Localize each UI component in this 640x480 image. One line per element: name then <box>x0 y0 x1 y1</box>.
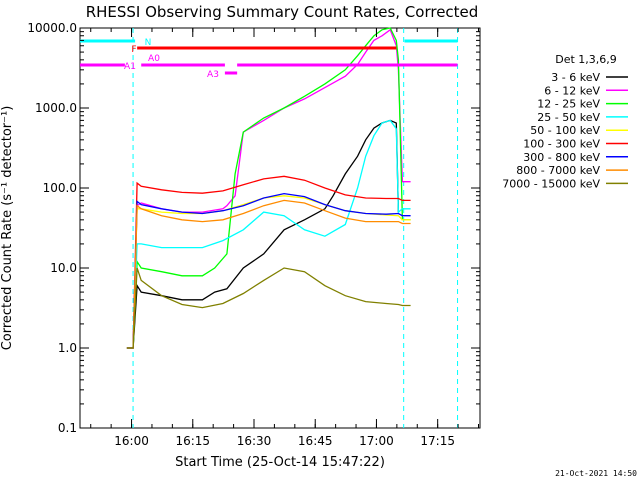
attenuator-label-0: N <box>145 38 152 48</box>
y-tick-label-0: 10000.0 <box>27 21 77 35</box>
chart-title: RHESSI Observing Summary Count Rates, Co… <box>86 3 479 21</box>
legend-label-2: 12 - 25 keV <box>537 98 600 111</box>
x-axis: 16:00 16:15 16:30 16:45 17:00 17:15 <box>90 28 479 448</box>
attenuator-label-1: F <box>131 45 136 55</box>
attenuator-label-3: A1 <box>124 62 136 72</box>
attenuator-bar-0-1 <box>404 39 458 43</box>
series-lines <box>126 27 411 349</box>
legend-label-4: 50 - 100 keV <box>530 124 600 137</box>
attenuator-label-2: A0 <box>148 54 160 64</box>
x-axis-label: Start Time (25-Oct-14 15:47:22) <box>175 455 385 470</box>
x-tick-label-5: 17:15 <box>420 434 455 448</box>
legend-label-6: 300 - 800 keV <box>523 151 600 164</box>
attenuator-bar-3-2 <box>237 63 458 67</box>
attenuator-bar-1-0 <box>137 46 397 50</box>
attenuator-bar-4-0 <box>224 71 238 75</box>
legend-label-3: 25 - 50 keV <box>537 111 600 124</box>
legend-label-7: 800 - 7000 keV <box>516 164 600 177</box>
attenuator-bar-3-0 <box>80 63 125 67</box>
attenuator-bars: NF A0 A1 A3 <box>80 38 458 80</box>
y-tick-label-4: 1.0 <box>58 341 77 355</box>
y-tick-label-3: 10.0 <box>50 261 77 275</box>
attenuator-bar-0-0 <box>80 39 136 43</box>
x-tick-label-1: 16:15 <box>175 434 210 448</box>
series-line-8 <box>126 267 411 349</box>
y-tick-label-1: 1000.0 <box>35 101 77 115</box>
plot-frame <box>79 27 481 429</box>
x-tick-label-2: 16:30 <box>237 434 272 448</box>
series-line-0 <box>126 119 400 349</box>
legend-label-0: 3 - 6 keV <box>551 71 600 84</box>
y-tick-label-2: 100.0 <box>43 181 77 195</box>
legend-label-8: 7000 - 15000 keV <box>502 177 600 190</box>
series-line-5 <box>126 175 411 349</box>
series-line-7 <box>126 199 411 349</box>
y-axis: 10000.0 1000.0 100.0 10.0 1.0 0.1 <box>27 21 480 435</box>
x-tick-label-0: 16:00 <box>114 434 149 448</box>
legend-label-5: 100 - 300 keV <box>523 138 600 151</box>
y-tick-label-5: 0.1 <box>58 421 77 435</box>
y-axis-label: Corrected Count Rate (s⁻¹ detector⁻¹) <box>0 106 15 351</box>
attenuator-label-4: A3 <box>207 70 219 80</box>
x-tick-label-4: 17:00 <box>359 434 394 448</box>
vertical-markers <box>132 28 459 428</box>
legend-label-1: 6 - 12 keV <box>544 84 600 97</box>
attenuator-bar-3-1 <box>141 63 225 67</box>
legend-title: Det 1,3,6,9 <box>555 53 617 66</box>
series-line-6 <box>126 192 411 349</box>
series-line-2 <box>126 27 411 349</box>
series-line-3 <box>126 119 411 349</box>
x-tick-label-3: 16:45 <box>298 434 333 448</box>
timestamp: 21-Oct-2021 14:50 <box>555 469 637 478</box>
